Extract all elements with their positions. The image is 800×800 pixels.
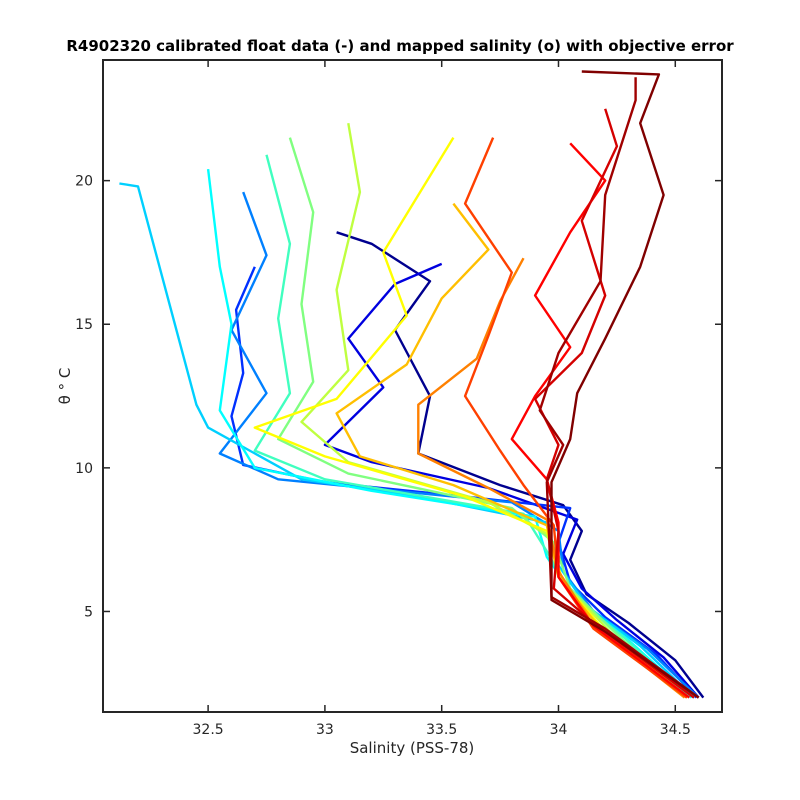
- y-tick-label: 10: [75, 461, 93, 477]
- x-tick-label: 33: [316, 722, 334, 738]
- profile-line-8: [277, 137, 688, 699]
- tick-layer: 32.5 33 33.5 34 34.5 5 10 15 20: [75, 60, 722, 738]
- profile-line-14: [510, 142, 691, 699]
- profile-line-16: [538, 77, 700, 699]
- plot-area: [103, 60, 722, 712]
- profile-line-12: [417, 257, 686, 699]
- y-tick-label: 5: [84, 604, 93, 620]
- x-tick-label: 32.5: [193, 722, 224, 738]
- y-tick-label: 15: [75, 317, 93, 333]
- chart-title: R4902320 calibrated float data (-) and m…: [66, 37, 734, 55]
- x-tick-label: 34.5: [660, 722, 691, 738]
- x-axis-title: Salinity (PSS-78): [350, 739, 475, 757]
- profile-line-17: [550, 70, 700, 699]
- series-layer: [119, 70, 705, 699]
- y-axis-title: θ ° C: [56, 368, 74, 405]
- plot-frame: [102, 59, 723, 713]
- x-tick-label: 33.5: [426, 722, 457, 738]
- y-tick-label: 20: [75, 174, 93, 190]
- x-tick-label: 34: [550, 722, 568, 738]
